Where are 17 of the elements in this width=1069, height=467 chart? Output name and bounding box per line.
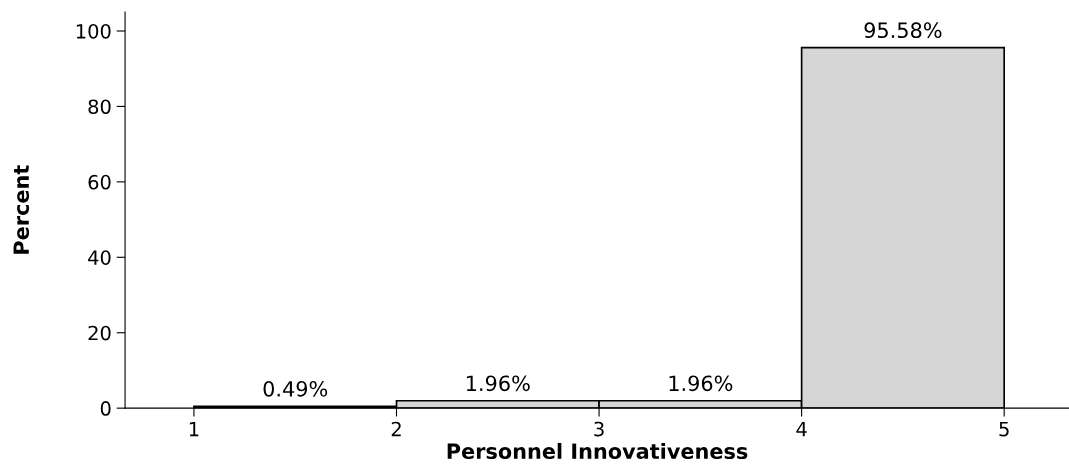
data-label: 1.96%: [466, 375, 530, 392]
y-tick-label: 100: [76, 23, 111, 39]
y-tick-label: 40: [88, 250, 111, 265]
y-axis-title: Percent: [13, 165, 30, 254]
x-tick-label: 1: [189, 421, 199, 437]
data-label: 95.58%: [864, 22, 942, 39]
y-tick-label: 0: [100, 401, 111, 416]
x-tick-label: 4: [796, 421, 807, 437]
y-tick-label: 80: [88, 99, 111, 115]
x-tick-label: 2: [391, 421, 401, 437]
y-tick-label: 20: [88, 325, 111, 341]
x-tick-label: 3: [594, 421, 604, 437]
x-axis-title: Personnel Innovativeness: [447, 442, 748, 460]
data-label: 1.96%: [669, 375, 733, 392]
y-tick-label: 60: [88, 174, 111, 190]
x-tick-label: 5: [999, 421, 1009, 437]
data-label: 0.49%: [263, 380, 328, 397]
